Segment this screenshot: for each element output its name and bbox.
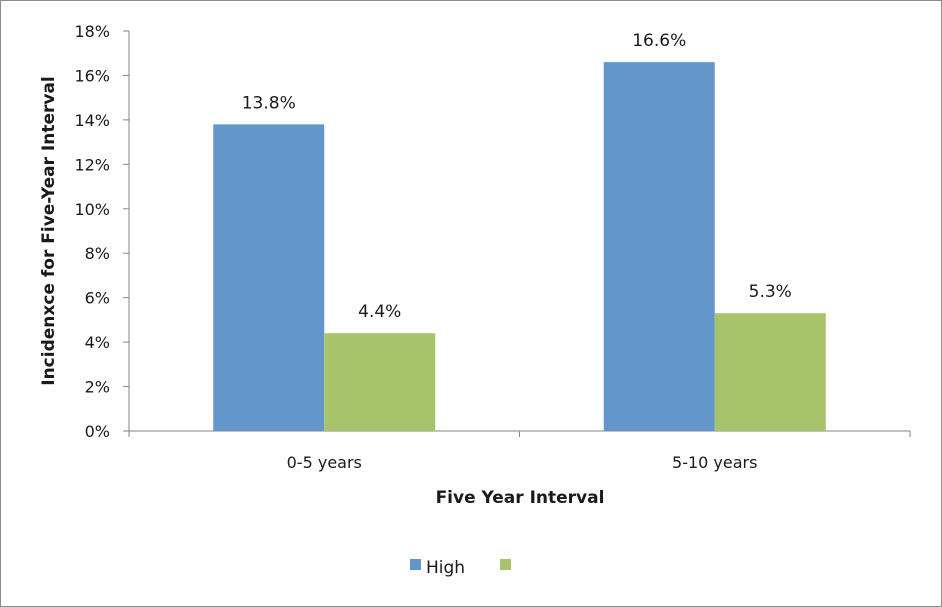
y-tick-label: 8% xyxy=(85,244,110,263)
y-tick-label: 4% xyxy=(85,333,110,352)
legend-swatch-high xyxy=(410,559,421,570)
data-labels: 13.8% 4.4% 16.6% 5.3% xyxy=(242,31,792,322)
y-tick-label: 6% xyxy=(85,289,110,308)
data-label: 13.8% xyxy=(242,93,296,113)
y-tick-label: 12% xyxy=(74,155,110,174)
bar-high-1 xyxy=(213,124,325,431)
data-label: 16.6% xyxy=(632,31,686,51)
legend-label-high: High xyxy=(426,558,465,578)
data-label: 4.4% xyxy=(358,302,401,322)
x-tick-label: 0-5 years xyxy=(287,453,362,472)
y-tick-label: 18% xyxy=(74,22,110,41)
y-tick-label: 14% xyxy=(74,111,110,130)
bars xyxy=(213,62,826,431)
x-axis-title: Five Year Interval xyxy=(436,488,605,508)
bar-high-2 xyxy=(603,62,715,431)
data-label: 5.3% xyxy=(749,282,792,302)
y-axis: 0% 2% 4% 6% 8% 10% 12% 14% 16% 18% xyxy=(74,22,130,441)
legend: High xyxy=(410,558,511,578)
y-tick-label: 0% xyxy=(85,422,110,441)
y-tick-label: 2% xyxy=(85,378,110,397)
y-tick-label: 16% xyxy=(74,66,110,85)
bar-series-2-2 xyxy=(714,313,826,431)
bar-series-2-1 xyxy=(324,333,436,431)
y-tick-label: 10% xyxy=(74,200,110,219)
y-axis-title: Incidenxce for Five-Year Interval xyxy=(39,76,59,386)
x-axis: 0-5 years 5-10 years xyxy=(128,430,911,472)
x-tick-label: 5-10 years xyxy=(672,453,757,472)
legend-swatch-series-2 xyxy=(500,559,511,570)
